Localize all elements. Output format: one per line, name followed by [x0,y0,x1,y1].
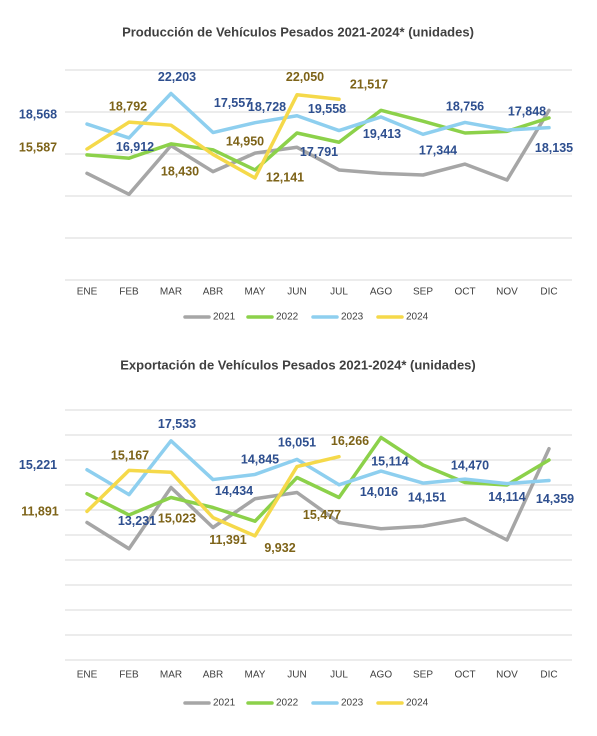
series-line [85,454,341,538]
value-label: 16,912 [116,140,154,154]
series-line [85,435,551,523]
x-tick-label: OCT [454,670,475,681]
x-tick-label: SEP [413,287,433,298]
legend-label: 2024 [406,312,429,323]
x-tick-label: MAR [160,287,182,298]
value-label: 14,151 [408,490,446,504]
value-label: 17,557 [214,96,252,110]
value-label: 14,114 [488,490,526,504]
value-label: 12,141 [266,170,304,184]
value-label: 9,932 [264,541,295,555]
value-label: 11,391 [209,533,247,547]
value-label: 18,135 [535,141,573,155]
x-tick-label: MAY [245,287,266,298]
value-label: 14,845 [241,453,279,467]
value-label: 17,533 [158,417,196,431]
legend-label: 2022 [276,312,299,323]
x-tick-label: AGO [370,287,392,298]
series-line [85,108,551,197]
x-tick-label: NOV [496,287,518,298]
value-label: 18,728 [248,100,286,114]
x-tick-label: ABR [203,287,224,298]
legend-label: 2021 [213,312,236,323]
x-tick-label: OCT [454,287,475,298]
value-label: 22,050 [286,70,324,84]
x-tick-label: FEB [119,670,139,681]
value-label: 11,891 [21,505,59,519]
x-tick-label: NOV [496,670,518,681]
value-label: 14,434 [215,484,253,498]
x-tick-label: ENE [77,287,98,298]
x-tick-label: MAY [245,670,266,681]
x-tick-label: DIC [540,287,557,298]
value-label: 21,517 [350,78,388,92]
value-label: 14,016 [360,485,398,499]
series-line [85,439,551,497]
legend-label: 2022 [276,698,299,709]
x-tick-label: JUL [330,670,348,681]
series-line [85,108,551,172]
value-label: 18,792 [109,99,147,113]
legend-label: 2023 [341,312,364,323]
x-tick-label: ENE [77,670,98,681]
legend-label: 2023 [341,698,364,709]
chart-title: Producción de Vehículos Pesados 2021-202… [122,24,474,39]
x-tick-label: ABR [203,670,224,681]
value-label: 16,051 [278,436,316,450]
value-label: 14,470 [451,458,489,472]
value-label: 15,114 [371,454,409,468]
legend-label: 2024 [406,698,429,709]
x-tick-label: JUL [330,287,348,298]
series-line [85,91,551,140]
x-tick-label: FEB [119,287,139,298]
value-label: 18,430 [161,164,199,178]
x-tick-label: MAR [160,670,182,681]
legend-label: 2021 [213,698,236,709]
value-label: 16,266 [331,434,369,448]
value-label: 15,221 [19,458,57,472]
x-tick-label: AGO [370,670,392,681]
value-label: 19,413 [363,127,401,141]
x-tick-label: JUN [287,670,306,681]
value-label: 22,203 [158,70,196,84]
value-label: 15,587 [19,140,57,154]
value-label: 15,023 [158,512,196,526]
value-label: 18,756 [446,100,484,114]
value-label: 17,791 [300,145,338,159]
value-label: 19,558 [308,102,346,116]
value-label: 17,848 [508,104,546,118]
x-tick-label: SEP [413,670,433,681]
value-label: 13,231 [118,514,156,528]
x-tick-label: DIC [540,670,557,681]
series-line [85,447,551,551]
series-line [85,93,341,180]
value-label: 15,167 [111,449,149,463]
x-tick-label: JUN [287,287,306,298]
value-label: 15,477 [303,508,341,522]
value-label: 17,344 [419,144,457,158]
value-label: 18,568 [19,107,57,121]
chart-title: Exportación de Vehículos Pesados 2021-20… [120,357,475,372]
value-label: 14,359 [536,492,574,506]
value-label: 14,950 [226,135,264,149]
